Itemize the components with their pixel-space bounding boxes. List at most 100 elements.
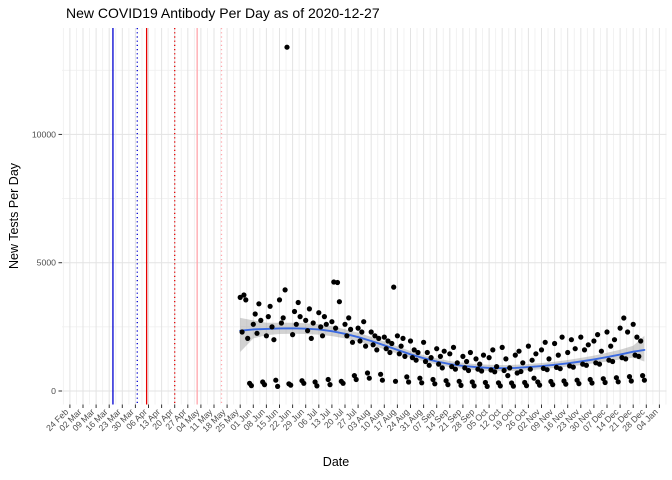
data-point — [273, 377, 279, 383]
data-point — [454, 360, 460, 366]
data-point — [527, 366, 533, 372]
data-point — [610, 358, 616, 365]
data-point — [608, 343, 614, 349]
data-point — [462, 365, 468, 371]
data-point — [271, 337, 277, 343]
data-point — [494, 364, 500, 370]
data-point — [284, 44, 290, 50]
data-point — [449, 364, 455, 370]
data-point — [596, 361, 603, 367]
data-point — [361, 319, 367, 325]
data-point — [552, 340, 558, 347]
data-point — [503, 356, 509, 362]
data-point — [570, 364, 576, 370]
data-point — [426, 362, 432, 368]
data-point — [387, 349, 393, 356]
data-point — [578, 334, 584, 340]
data-point — [366, 375, 372, 381]
data-point — [559, 334, 565, 340]
data-point — [613, 375, 620, 381]
data-point — [628, 378, 634, 384]
data-point — [295, 299, 301, 306]
data-point — [342, 321, 348, 327]
x-axis-title: Date — [322, 455, 350, 469]
data-point — [269, 324, 275, 330]
data-point — [308, 335, 314, 341]
data-point — [368, 329, 374, 335]
data-point — [325, 376, 331, 383]
data-point — [329, 319, 335, 325]
data-point — [595, 332, 601, 338]
data-point — [336, 299, 342, 305]
data-point — [458, 382, 464, 388]
data-point — [465, 367, 472, 374]
data-point — [363, 343, 369, 349]
data-point — [334, 279, 341, 286]
data-point — [301, 380, 307, 386]
data-point — [409, 355, 415, 361]
data-point — [557, 366, 563, 372]
data-point — [538, 347, 545, 353]
data-point — [443, 378, 449, 384]
data-point — [372, 333, 378, 339]
data-point — [634, 334, 640, 340]
data-point — [381, 334, 387, 340]
data-point — [452, 366, 458, 372]
data-point — [430, 376, 436, 383]
y-axis-title: New Tests Per Day — [7, 162, 21, 270]
data-point — [623, 356, 629, 362]
data-point — [340, 380, 346, 386]
data-point — [626, 374, 633, 380]
data-point — [477, 361, 483, 367]
data-point — [505, 373, 511, 379]
data-point — [621, 315, 627, 321]
y-tick-label: 0 — [51, 386, 56, 396]
data-point — [598, 348, 605, 354]
data-point — [319, 333, 326, 339]
data-point — [353, 376, 359, 383]
data-point — [303, 317, 309, 323]
y-tick-label: 10000 — [32, 129, 56, 139]
data-point — [640, 373, 646, 379]
data-point — [379, 377, 385, 383]
data-point — [583, 362, 590, 368]
data-point — [529, 357, 535, 363]
data-point — [385, 338, 391, 344]
data-point — [346, 315, 352, 321]
data-point — [460, 353, 466, 359]
data-point — [389, 340, 395, 347]
data-point — [422, 358, 429, 365]
data-point — [568, 337, 575, 343]
data-point — [533, 351, 539, 357]
data-point — [275, 383, 281, 389]
data-point — [263, 333, 269, 339]
data-point — [450, 344, 457, 350]
data-point — [456, 378, 462, 384]
data-point — [348, 326, 354, 332]
data-point — [473, 356, 479, 362]
data-point — [617, 325, 623, 331]
data-point — [439, 365, 445, 371]
y-tick-label: 5000 — [37, 258, 56, 268]
data-point — [252, 311, 258, 317]
data-point — [378, 371, 384, 377]
data-point — [602, 379, 608, 386]
data-point — [471, 383, 477, 389]
data-point — [250, 321, 256, 327]
data-point — [415, 349, 421, 356]
data-point — [544, 367, 550, 373]
data-point — [291, 308, 298, 315]
data-point — [518, 368, 524, 375]
data-point — [407, 338, 414, 344]
data-point — [383, 346, 389, 352]
data-point — [437, 353, 443, 359]
data-point — [333, 325, 339, 331]
data-point — [523, 383, 530, 389]
data-point — [525, 343, 532, 349]
data-point — [482, 379, 488, 386]
data-point — [370, 342, 376, 348]
data-point — [469, 379, 475, 385]
data-point — [276, 297, 283, 303]
